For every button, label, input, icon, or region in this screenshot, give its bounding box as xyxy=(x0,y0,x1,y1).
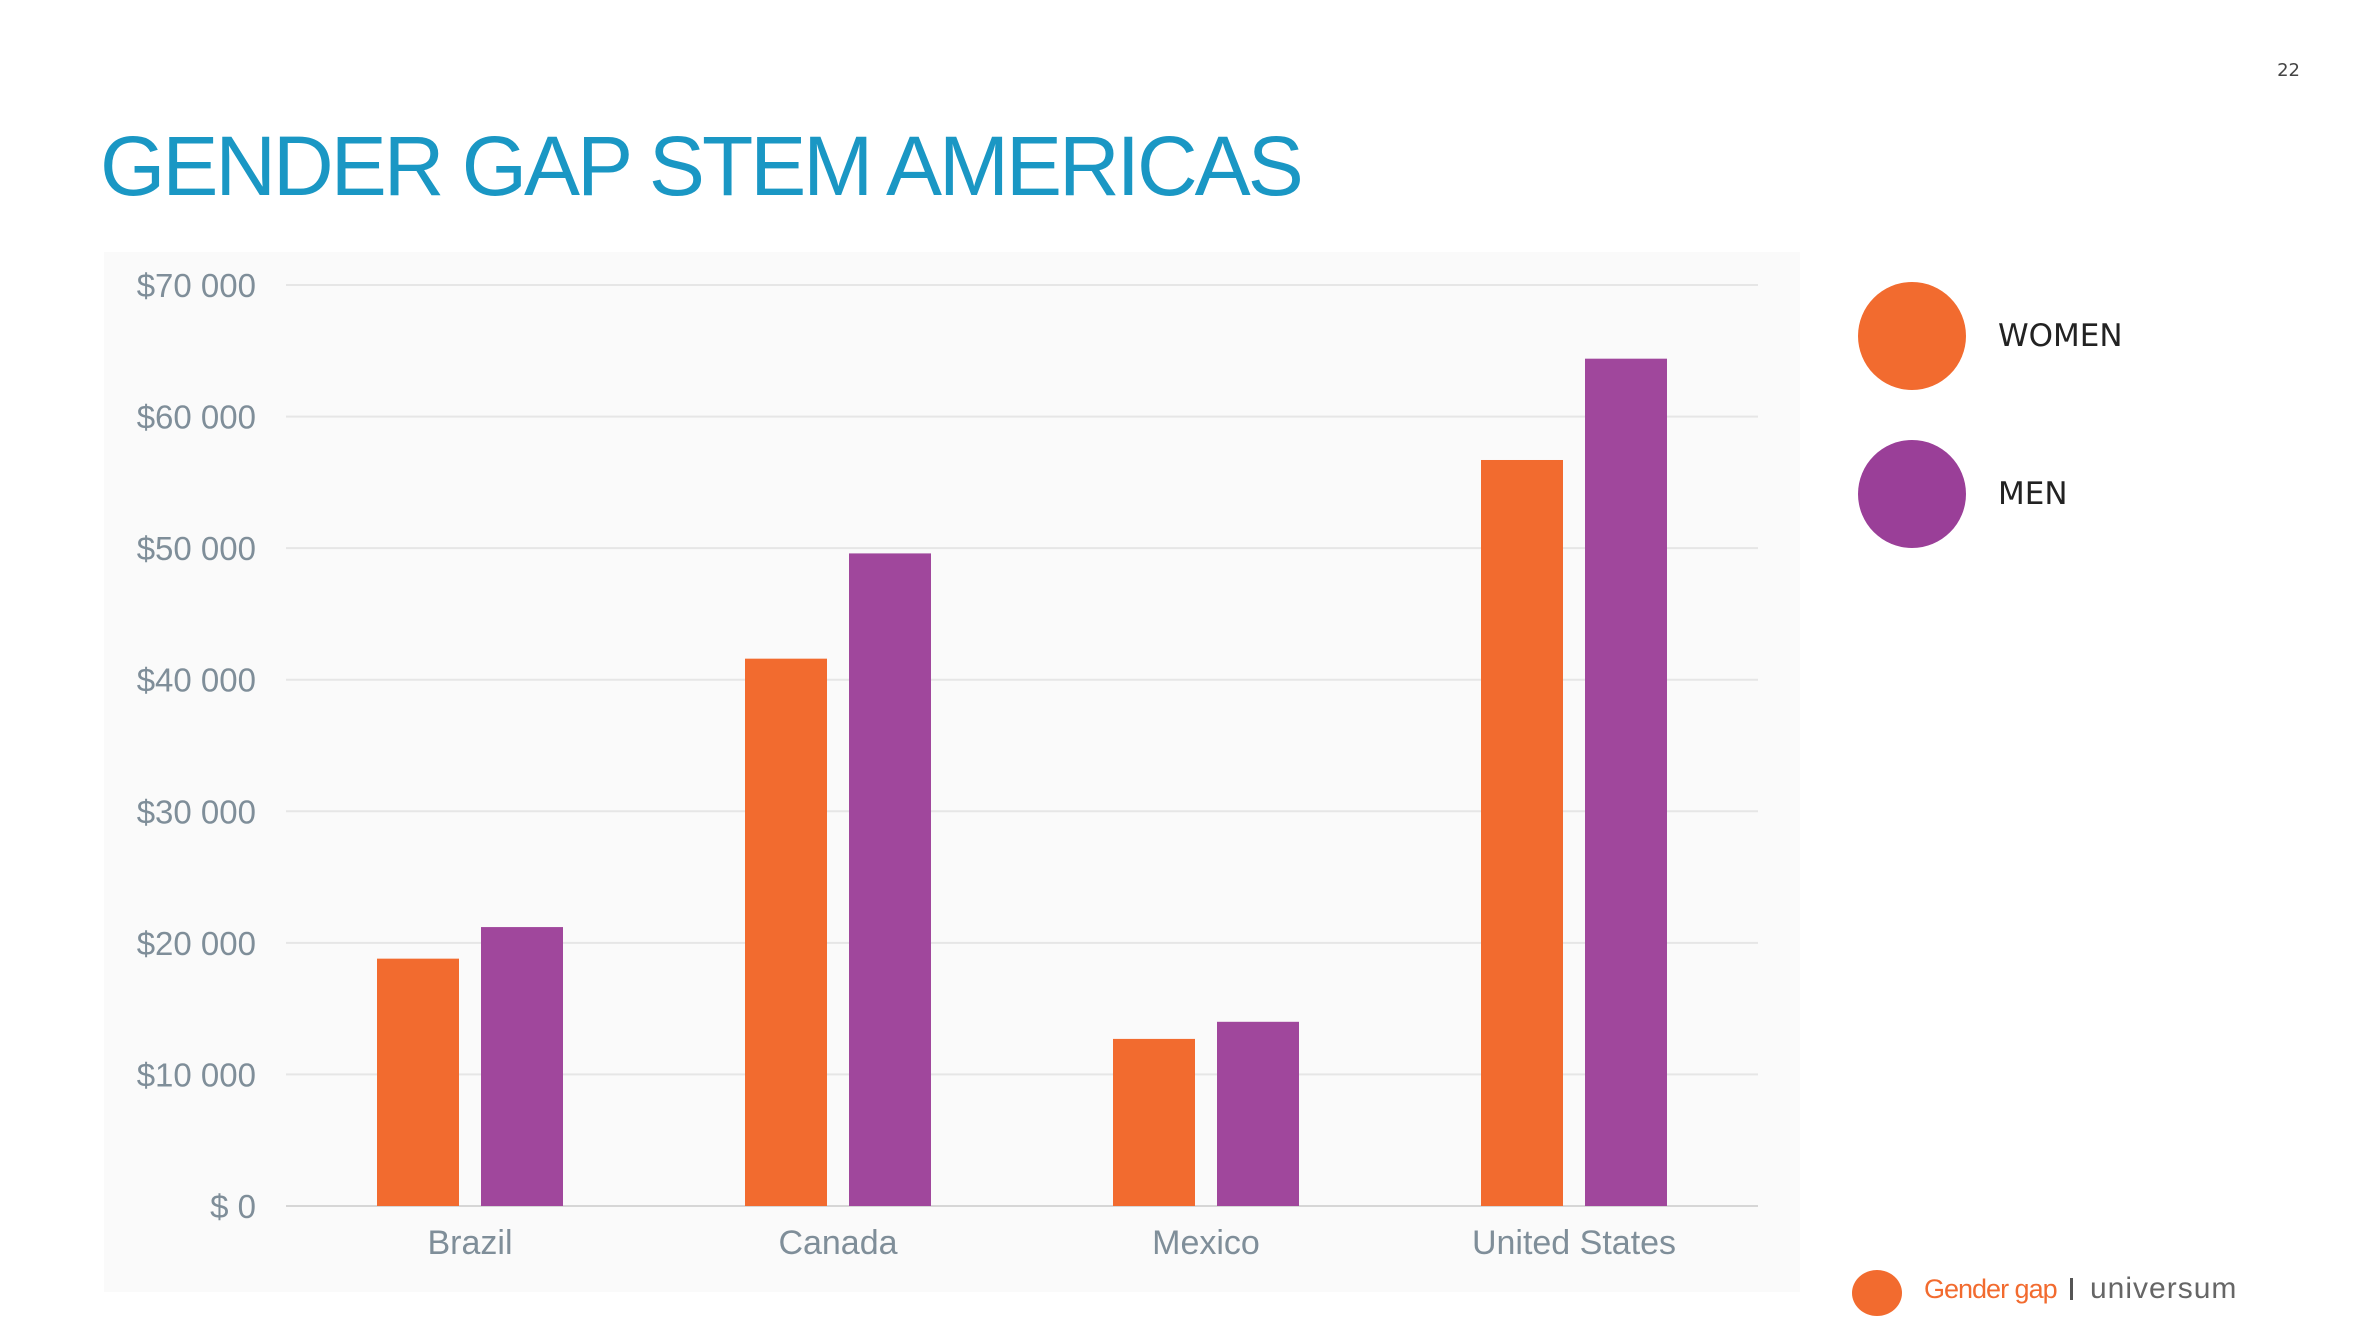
footer: Gender gap universum xyxy=(1852,1268,2272,1318)
footer-dot-icon xyxy=(1852,1270,1902,1316)
y-tick-label: $10 000 xyxy=(137,1056,256,1093)
legend-label-men: MEN xyxy=(1998,476,2068,512)
y-tick-label: $40 000 xyxy=(137,662,256,699)
y-tick-label: $70 000 xyxy=(137,267,256,304)
bar-women-canada xyxy=(745,658,827,1206)
bar-women-united-states xyxy=(1481,459,1563,1206)
page-title: GENDER GAP STEM AMERICAS xyxy=(100,119,1304,213)
bar-men-canada xyxy=(849,553,931,1206)
y-tick-label: $30 000 xyxy=(137,793,256,830)
footer-section-label: Gender gap xyxy=(1924,1274,2058,1304)
bar-men-mexico xyxy=(1217,1021,1299,1206)
legend-swatch-men xyxy=(1858,440,1966,548)
page-number: 22 xyxy=(2277,60,2300,81)
x-tick-label: Canada xyxy=(778,1224,897,1262)
y-tick-label: $60 000 xyxy=(137,399,256,436)
bar-men-united-states xyxy=(1585,358,1667,1206)
y-tick-label: $50 000 xyxy=(137,530,256,567)
legend-item-men: MEN xyxy=(1858,440,2178,548)
x-tick-label: United States xyxy=(1472,1224,1676,1262)
legend-label-women: WOMEN xyxy=(1998,318,2123,354)
bar-women-mexico xyxy=(1113,1038,1195,1206)
x-tick-label: Mexico xyxy=(1152,1224,1260,1262)
y-tick-label: $20 000 xyxy=(137,925,256,962)
footer-divider xyxy=(2070,1278,2073,1300)
universum-logo: universum xyxy=(2090,1272,2238,1305)
bar-chart: $ 0 $10 000 $20 000 $30 000 $40 000 $50 000 $6… xyxy=(137,267,1758,1262)
legend-swatch-women xyxy=(1858,282,1966,390)
legend: WOMEN MEN xyxy=(1858,282,2178,552)
bar-men-brazil xyxy=(481,927,563,1206)
x-tick-label: Brazil xyxy=(427,1224,512,1262)
bar-women-brazil xyxy=(377,958,459,1206)
y-tick-label: $ 0 xyxy=(210,1188,256,1225)
chart-panel: $ 0 $10 000 $20 000 $30 000 $40 000 $50 000 $6… xyxy=(104,252,1800,1292)
legend-item-women: WOMEN xyxy=(1858,282,2178,390)
